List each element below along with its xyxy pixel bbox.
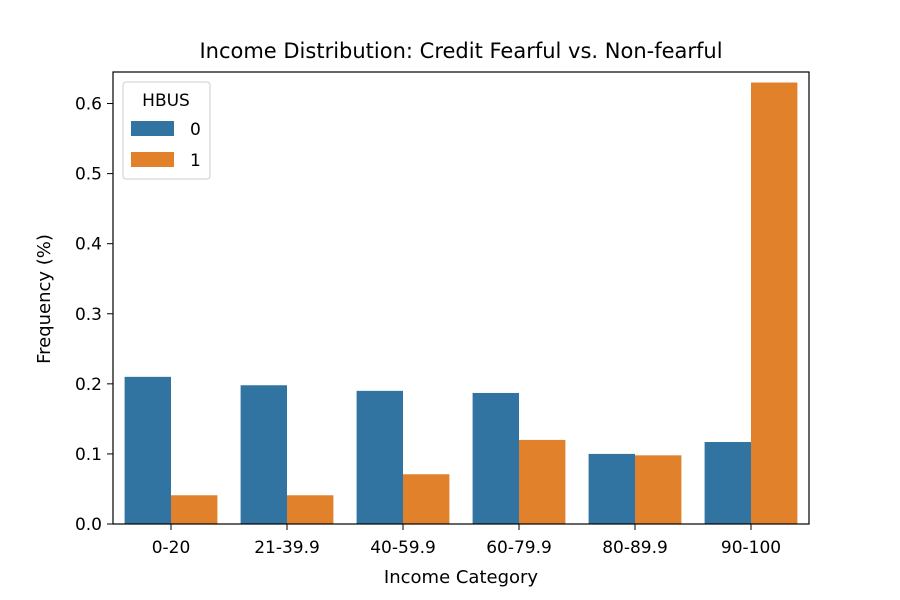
bar-0-20-series-1 (171, 495, 218, 524)
x-tick-label: 80-89.9 (602, 538, 668, 558)
legend-label-1: 1 (190, 151, 201, 171)
x-tick-label: 90-100 (721, 538, 781, 558)
y-tick-label: 0.5 (75, 165, 102, 185)
chart-title: Income Distribution: Credit Fearful vs. … (199, 39, 722, 63)
bar-60-79.9-series-1 (519, 439, 566, 524)
y-axis-ticks: 0.0 0.1 0.2 0.3 0.4 0.5 0.6 (75, 95, 113, 535)
bar-40-59.9-series-0 (356, 390, 403, 524)
y-tick-label: 0.1 (75, 445, 102, 465)
x-tick-label: 0-20 (152, 538, 191, 558)
x-tick-label: 21-39.9 (254, 538, 320, 558)
bars-group (124, 82, 798, 524)
bar-21-39.9-series-0 (240, 385, 287, 524)
bar-80-89.9-series-1 (635, 455, 682, 524)
x-axis-label: Income Category (384, 567, 539, 588)
y-tick-label: 0.2 (75, 375, 102, 395)
y-tick-label: 0.6 (75, 95, 102, 115)
legend-label-0: 0 (190, 120, 201, 140)
bar-21-39.9-series-1 (287, 495, 334, 524)
legend-title: HBUS (142, 91, 190, 111)
y-axis-label: Frequency (%) (34, 234, 55, 364)
y-tick-label: 0.3 (75, 305, 102, 325)
y-tick-label: 0.4 (75, 235, 102, 255)
x-tick-label: 40-59.9 (370, 538, 436, 558)
bar-0-20-series-0 (124, 376, 171, 524)
bar-60-79.9-series-0 (472, 392, 519, 524)
bar-90-100-series-0 (704, 442, 751, 524)
legend-swatch-1 (131, 152, 174, 167)
legend-swatch-0 (131, 121, 174, 136)
axes-frame (112, 71, 810, 525)
x-tick-label: 60-79.9 (486, 538, 552, 558)
bar-90-100-series-1 (751, 82, 798, 524)
legend: HBUS 0 1 (122, 81, 211, 180)
y-tick-label: 0.0 (75, 515, 102, 535)
x-axis-ticks: 0-20 21-39.9 40-59.9 60-79.9 80-89.9 90-100 (152, 524, 781, 558)
bar-40-59.9-series-1 (403, 474, 450, 524)
bar-80-89.9-series-0 (588, 453, 635, 524)
